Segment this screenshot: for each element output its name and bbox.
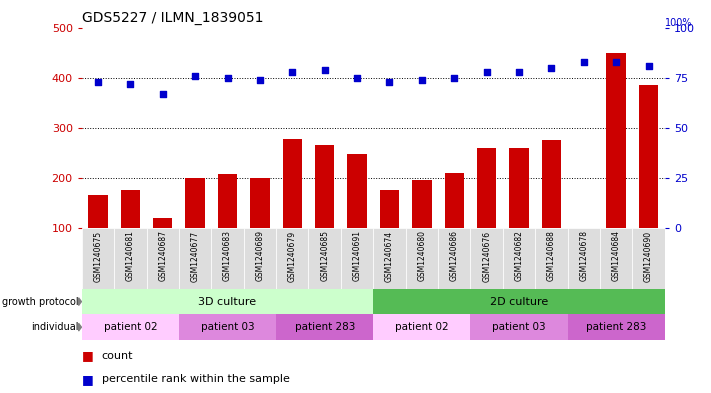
Bar <box>509 148 529 228</box>
Bar <box>477 148 496 228</box>
Point <box>319 66 331 73</box>
Text: GSM1240682: GSM1240682 <box>515 230 523 281</box>
Text: patient 283: patient 283 <box>586 322 646 332</box>
Bar <box>412 180 432 228</box>
Bar <box>471 228 503 289</box>
Text: GSM1240691: GSM1240691 <box>353 230 362 281</box>
Bar <box>179 314 276 340</box>
Text: patient 283: patient 283 <box>294 322 355 332</box>
Bar <box>542 140 561 228</box>
Point <box>449 75 460 81</box>
Text: GSM1240684: GSM1240684 <box>611 230 621 281</box>
Text: GSM1240690: GSM1240690 <box>644 230 653 281</box>
Text: patient 03: patient 03 <box>201 322 255 332</box>
Bar <box>282 139 302 228</box>
Bar <box>244 228 276 289</box>
Point <box>124 81 136 87</box>
Text: GSM1240677: GSM1240677 <box>191 230 200 281</box>
Bar <box>471 314 567 340</box>
Text: GSM1240675: GSM1240675 <box>93 230 102 281</box>
Point <box>578 59 589 65</box>
Bar <box>341 228 373 289</box>
Bar <box>606 53 626 228</box>
Point <box>513 68 525 75</box>
Text: GSM1240686: GSM1240686 <box>450 230 459 281</box>
Point <box>222 75 233 81</box>
Text: GSM1240688: GSM1240688 <box>547 230 556 281</box>
Bar <box>406 228 438 289</box>
Text: individual: individual <box>31 322 78 332</box>
Text: ■: ■ <box>82 373 94 386</box>
Bar <box>373 228 406 289</box>
Point <box>189 72 201 79</box>
Point <box>546 64 557 71</box>
Bar <box>82 314 179 340</box>
Bar <box>444 173 464 228</box>
Point <box>416 77 427 83</box>
Text: GSM1240683: GSM1240683 <box>223 230 232 281</box>
Bar <box>82 228 114 289</box>
Text: percentile rank within the sample: percentile rank within the sample <box>102 374 289 384</box>
Bar <box>632 228 665 289</box>
Bar <box>380 190 399 228</box>
Text: 2D culture: 2D culture <box>490 297 548 307</box>
Text: patient 02: patient 02 <box>104 322 157 332</box>
Bar <box>503 228 535 289</box>
Bar <box>600 228 632 289</box>
Bar <box>211 228 244 289</box>
Bar <box>146 228 179 289</box>
Polygon shape <box>78 298 81 305</box>
Text: GSM1240679: GSM1240679 <box>288 230 296 281</box>
Point <box>157 90 169 97</box>
Text: count: count <box>102 351 133 361</box>
Bar <box>373 314 471 340</box>
Bar <box>438 228 471 289</box>
Text: patient 02: patient 02 <box>395 322 449 332</box>
Bar <box>114 228 146 289</box>
Bar <box>153 218 173 228</box>
Bar <box>179 228 211 289</box>
Point <box>287 68 298 75</box>
Bar <box>82 289 373 314</box>
Text: ■: ■ <box>82 349 94 362</box>
Point <box>611 59 622 65</box>
Text: GDS5227 / ILMN_1839051: GDS5227 / ILMN_1839051 <box>82 11 263 25</box>
Point <box>92 79 104 85</box>
Bar <box>373 289 665 314</box>
Bar <box>186 178 205 228</box>
Bar <box>567 314 665 340</box>
Text: growth protocol: growth protocol <box>1 297 78 307</box>
Bar <box>535 228 567 289</box>
Bar <box>276 228 309 289</box>
Text: GSM1240680: GSM1240680 <box>417 230 427 281</box>
Point <box>351 75 363 81</box>
Text: GSM1240678: GSM1240678 <box>579 230 588 281</box>
Bar <box>315 145 334 228</box>
Bar <box>276 314 373 340</box>
Text: 3D culture: 3D culture <box>198 297 257 307</box>
Bar <box>348 154 367 228</box>
Point <box>643 62 654 69</box>
Text: GSM1240689: GSM1240689 <box>255 230 264 281</box>
Text: GSM1240685: GSM1240685 <box>320 230 329 281</box>
Polygon shape <box>78 323 81 331</box>
Bar <box>567 228 600 289</box>
Bar <box>218 174 237 228</box>
Text: patient 03: patient 03 <box>492 322 546 332</box>
Point <box>384 79 395 85</box>
Text: GSM1240674: GSM1240674 <box>385 230 394 281</box>
Point <box>481 68 492 75</box>
Bar <box>121 190 140 228</box>
Bar <box>309 228 341 289</box>
Text: GSM1240681: GSM1240681 <box>126 230 135 281</box>
Point <box>255 77 266 83</box>
Bar <box>639 85 658 228</box>
Bar <box>88 195 107 228</box>
Text: 100%: 100% <box>665 18 693 28</box>
Bar <box>250 178 269 228</box>
Text: GSM1240687: GSM1240687 <box>159 230 167 281</box>
Text: GSM1240676: GSM1240676 <box>482 230 491 281</box>
